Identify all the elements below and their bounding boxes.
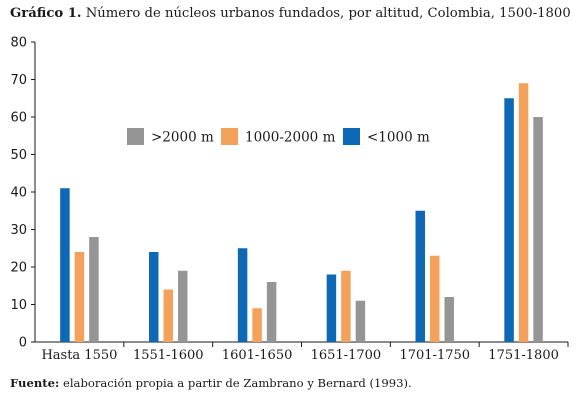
bar bbox=[237, 248, 248, 342]
x-tick-label: 1651-1700 bbox=[311, 348, 382, 363]
y-tick-label: 80 bbox=[10, 36, 27, 51]
x-tick-label: 1601-1650 bbox=[222, 348, 293, 363]
x-tick-label: 1751-1800 bbox=[488, 348, 559, 363]
legend-swatch bbox=[127, 128, 144, 145]
bar bbox=[252, 308, 262, 342]
bar bbox=[430, 255, 440, 342]
legend-swatch bbox=[221, 128, 238, 145]
legend-label: <1000 m bbox=[367, 130, 430, 146]
bar bbox=[149, 252, 159, 342]
legend-label: 1000-2000 m bbox=[245, 130, 336, 146]
bar bbox=[444, 297, 454, 342]
bar bbox=[266, 282, 277, 342]
bar bbox=[518, 83, 529, 342]
y-tick-label: 10 bbox=[10, 298, 27, 313]
x-tick-label: Hasta 1550 bbox=[41, 348, 117, 363]
x-tick-label: 1701-1750 bbox=[399, 348, 470, 363]
legend-label: >2000 m bbox=[151, 130, 214, 146]
chart-title-prefix: Gráfico 1. bbox=[10, 6, 82, 21]
chart-title: Gráfico 1. Número de núcleos urbanos fun… bbox=[10, 6, 571, 21]
bar bbox=[60, 188, 70, 342]
source-note: Fuente: elaboración propia a partir de Z… bbox=[10, 376, 412, 390]
y-tick-label: 30 bbox=[10, 223, 27, 238]
source-prefix: Fuente: bbox=[10, 376, 60, 390]
y-tick-label: 0 bbox=[19, 336, 27, 351]
bar bbox=[415, 210, 425, 342]
bar bbox=[178, 270, 188, 342]
x-tick-label: 1551-1600 bbox=[133, 348, 204, 363]
chart-legend: >2000 m 1000-2000 m <1000 m bbox=[127, 128, 430, 146]
y-tick-label: 50 bbox=[10, 148, 27, 163]
y-tick-label: 70 bbox=[10, 73, 27, 88]
bar bbox=[89, 237, 99, 342]
legend-swatch bbox=[343, 128, 360, 145]
source-text: elaboración propia a partir de Zambrano … bbox=[62, 376, 412, 390]
bar bbox=[355, 300, 366, 342]
chart-axes: 0 10 20 30 40 50 60 70 80 Hasta 1550 1551-1600 1601… bbox=[10, 36, 569, 363]
bar bbox=[341, 270, 351, 342]
chart-bars bbox=[60, 83, 543, 342]
bar bbox=[533, 117, 543, 342]
bar bbox=[163, 289, 173, 342]
y-tick-label: 40 bbox=[10, 186, 27, 201]
y-tick-label: 20 bbox=[10, 261, 27, 276]
bar bbox=[504, 98, 514, 342]
bar bbox=[326, 274, 337, 342]
bar bbox=[74, 252, 85, 342]
y-tick-label: 60 bbox=[10, 111, 27, 126]
chart-title-text: Número de núcleos urbanos fundados, por … bbox=[85, 6, 571, 21]
